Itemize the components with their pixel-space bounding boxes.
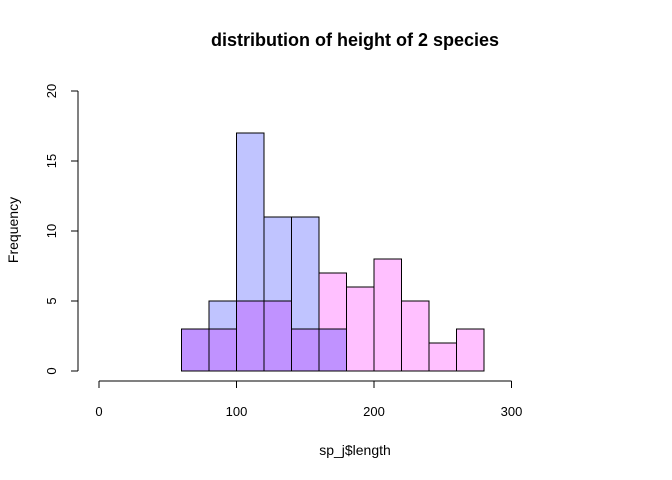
x-axis-label: sp_j$length: [319, 442, 391, 458]
y-tick-label-0: 0: [44, 367, 59, 374]
x-tick-label-2: 200: [363, 404, 385, 419]
bar-series-2-bin-11: [401, 300, 430, 372]
x-axis: 0 100 200 300: [95, 380, 523, 419]
x-tick-label-3: 300: [501, 404, 523, 419]
y-tick-label-1: 5: [44, 297, 59, 304]
chart-title: distribution of height of 2 species: [211, 30, 499, 50]
y-axis: 0 5 10 15 20: [44, 84, 79, 375]
bar-overlap-bin-3: [181, 328, 210, 372]
bar-overlap-bin-8: [318, 328, 347, 372]
bar-overlap-bin-4: [208, 328, 237, 372]
y-tick-label-4: 20: [44, 84, 59, 98]
bar-series-2-bin-10: [373, 258, 402, 372]
y-axis-label: Frequency: [5, 197, 21, 263]
bar-series-2-bin-9: [346, 286, 375, 372]
bar-overlap-bin-5: [236, 300, 265, 372]
bar-series-2-bin-12: [428, 342, 457, 372]
bar-series-2-bin-13: [456, 328, 485, 372]
bars-group: [181, 132, 485, 372]
x-tick-label-1: 100: [226, 404, 248, 419]
y-tick-label-2: 10: [44, 224, 59, 238]
y-tick-label-3: 15: [44, 154, 59, 168]
bar-overlap-bin-7: [291, 328, 320, 372]
bar-overlap-bin-6: [263, 300, 292, 372]
x-tick-label-0: 0: [95, 404, 102, 419]
